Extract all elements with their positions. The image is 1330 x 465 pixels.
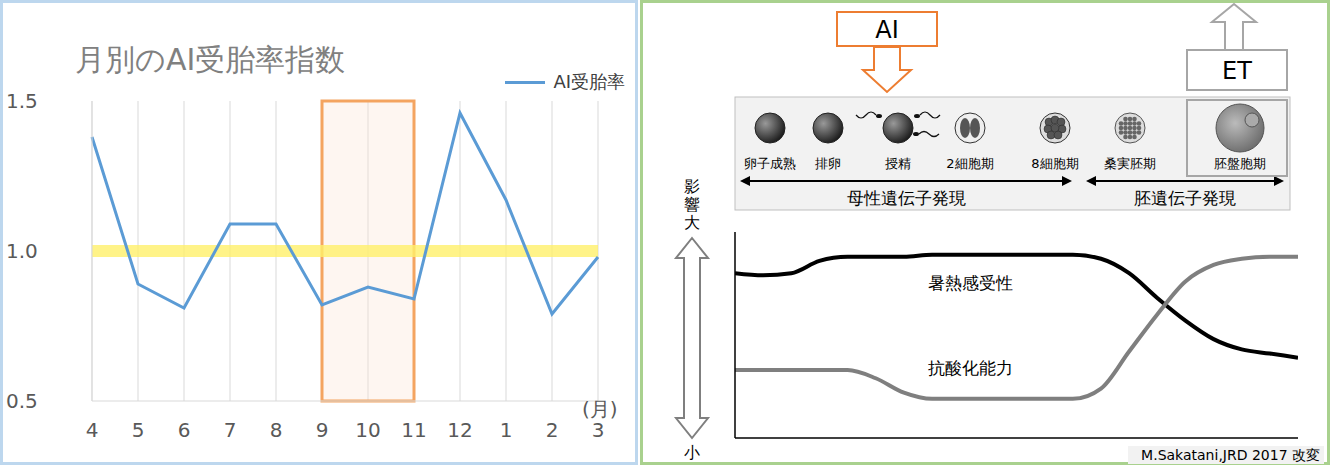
html-text:暑熱感受性: 暑熱感受性	[928, 273, 1013, 293]
svg-text:10: 10	[355, 418, 380, 442]
svg-text:2細胞期: 2細胞期	[946, 156, 993, 171]
svg-text:1: 1	[500, 418, 513, 442]
svg-text:胚盤胞期: 胚盤胞期	[1214, 156, 1266, 171]
svg-text:排卵: 排卵	[815, 156, 841, 171]
svg-text:大: 大	[684, 213, 700, 232]
svg-text:1.0: 1.0	[6, 239, 38, 263]
svg-text:11: 11	[401, 418, 426, 442]
svg-text:1.5: 1.5	[6, 89, 38, 113]
svg-text:母性遺伝子発現: 母性遺伝子発現	[847, 188, 966, 208]
svg-text:7: 7	[224, 418, 237, 442]
svg-text:胚遺伝子発現: 胚遺伝子発現	[1134, 188, 1236, 208]
svg-text:12: 12	[447, 418, 472, 442]
html-text:AI受胎率: AI受胎率	[553, 71, 625, 92]
svg-text:影: 影	[684, 177, 700, 196]
svg-text:M.Sakatani,JRD 2017 改変: M.Sakatani,JRD 2017 改変	[1141, 447, 1320, 463]
svg-text:4: 4	[86, 418, 99, 442]
svg-text:小: 小	[684, 443, 700, 462]
svg-text:授精: 授精	[885, 156, 911, 171]
svg-text:8: 8	[270, 418, 283, 442]
svg-text:ET: ET	[1222, 57, 1252, 85]
html-text:抗酸化能力: 抗酸化能力	[928, 358, 1013, 378]
svg-text:AI: AI	[875, 16, 899, 44]
svg-text:9: 9	[316, 418, 329, 442]
html-text:(月): (月)	[582, 397, 618, 421]
svg-text:6: 6	[178, 418, 191, 442]
svg-text:8細胞期: 8細胞期	[1031, 156, 1078, 171]
svg-text:0.5: 0.5	[6, 389, 38, 413]
svg-text:卵子成熟: 卵子成熟	[744, 156, 796, 171]
html-text:月別のAI受胎率指数: 月別のAI受胎率指数	[75, 42, 346, 77]
svg-text:2: 2	[546, 418, 559, 442]
svg-text:5: 5	[132, 418, 145, 442]
svg-text:桑実胚期: 桑実胚期	[1104, 156, 1156, 171]
svg-text:3: 3	[592, 418, 605, 442]
svg-text:響: 響	[684, 195, 700, 214]
